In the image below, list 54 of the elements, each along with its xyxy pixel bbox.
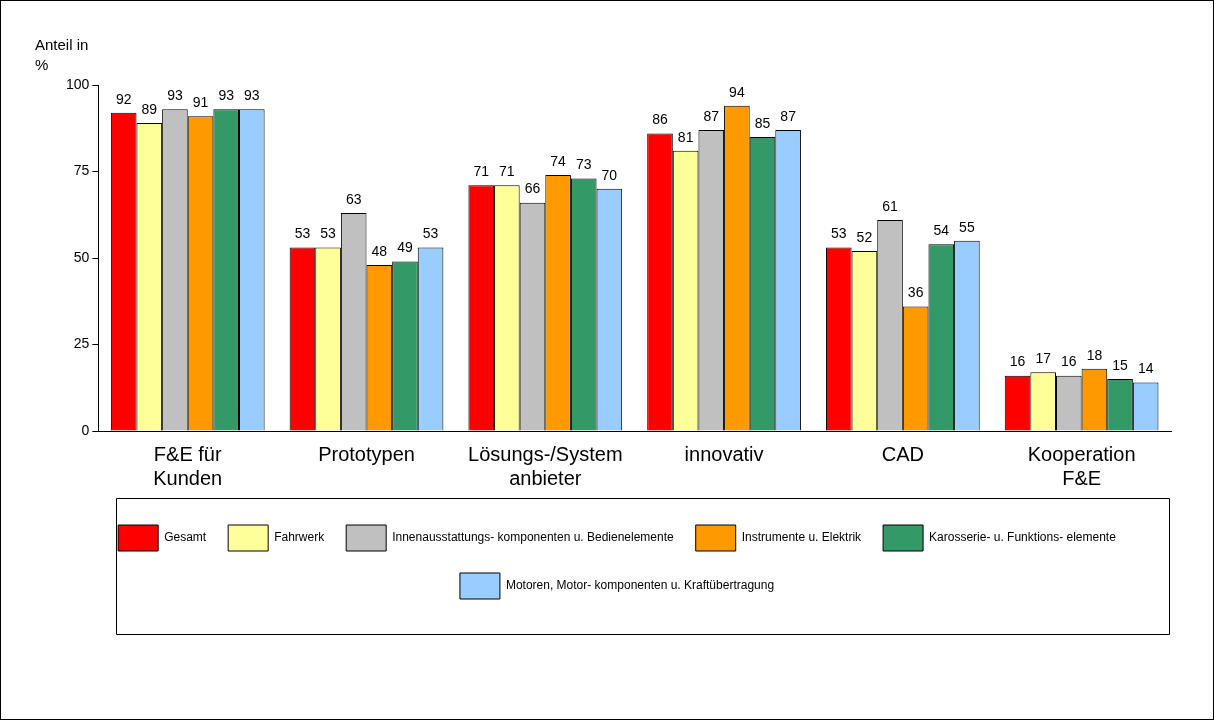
data-label: 53 bbox=[830, 225, 847, 242]
y-tick-label: 75 bbox=[73, 162, 90, 179]
legend-label: Instrumente u. Elektrik bbox=[741, 530, 863, 545]
data-label: 15 bbox=[1112, 356, 1129, 373]
data-label: 85 bbox=[754, 114, 771, 131]
legend-label: Gesamt bbox=[164, 530, 207, 545]
data-label: 92 bbox=[115, 90, 132, 107]
data-label: 16 bbox=[1061, 353, 1077, 370]
data-label: 53 bbox=[320, 225, 337, 242]
x-tick-label: Prototypen bbox=[318, 442, 415, 465]
y-tick-label: 100 bbox=[66, 75, 90, 92]
data-label: 94 bbox=[729, 83, 745, 100]
x-tick-label: innovativ bbox=[684, 442, 764, 465]
data-label: 16 bbox=[1009, 353, 1026, 370]
y-axis-title: Anteil in % bbox=[35, 35, 90, 75]
legend-label: Motoren, Motor- komponenten u. Kraftübertragung bbox=[505, 578, 775, 593]
data-label: 53 bbox=[422, 225, 439, 242]
data-label: 71 bbox=[499, 163, 515, 180]
data-label: 74 bbox=[550, 152, 567, 169]
data-label: 86 bbox=[652, 111, 668, 128]
legend-label: Karosserie- u. Funktions- elemente bbox=[929, 530, 1117, 545]
data-label: 91 bbox=[192, 94, 209, 110]
data-label: 61 bbox=[882, 197, 899, 214]
data-label: 63 bbox=[345, 190, 362, 207]
x-tick-label: F&E für Kunden bbox=[153, 442, 223, 489]
data-label: 93 bbox=[218, 87, 235, 104]
data-label: 54 bbox=[933, 222, 950, 239]
x-tick-label: CAD bbox=[881, 442, 924, 465]
data-label: 93 bbox=[244, 87, 260, 104]
data-label: 87 bbox=[703, 107, 720, 124]
data-label: 87 bbox=[780, 107, 797, 124]
data-label: 48 bbox=[371, 242, 388, 259]
legend-label: Innenausstattungs- komponenten u. Bedienelemente bbox=[392, 530, 675, 545]
data-label: 52 bbox=[856, 228, 873, 245]
data-label: 49 bbox=[397, 239, 413, 256]
data-label: 66 bbox=[524, 180, 541, 197]
data-label: 18 bbox=[1086, 346, 1103, 363]
x-tick-label: Kooperation F&E bbox=[1027, 442, 1136, 489]
data-label: 70 bbox=[601, 166, 618, 183]
data-label: 55 bbox=[959, 218, 975, 235]
data-label: 71 bbox=[473, 163, 490, 180]
data-label: 53 bbox=[294, 225, 311, 242]
data-label: 73 bbox=[575, 156, 592, 173]
y-tick-label: 0 bbox=[81, 421, 90, 438]
data-label: 93 bbox=[167, 87, 183, 104]
y-tick-label: 25 bbox=[73, 335, 90, 352]
x-tick-label: Lösungs-/System anbieter bbox=[468, 442, 623, 489]
data-label: 17 bbox=[1035, 350, 1052, 367]
data-label: 36 bbox=[907, 284, 924, 301]
data-label: 14 bbox=[1137, 360, 1154, 377]
data-label: 89 bbox=[141, 100, 158, 117]
legend-label: Fahrwerk bbox=[274, 530, 326, 545]
data-label: 81 bbox=[677, 128, 694, 145]
y-tick-label: 50 bbox=[73, 248, 90, 265]
